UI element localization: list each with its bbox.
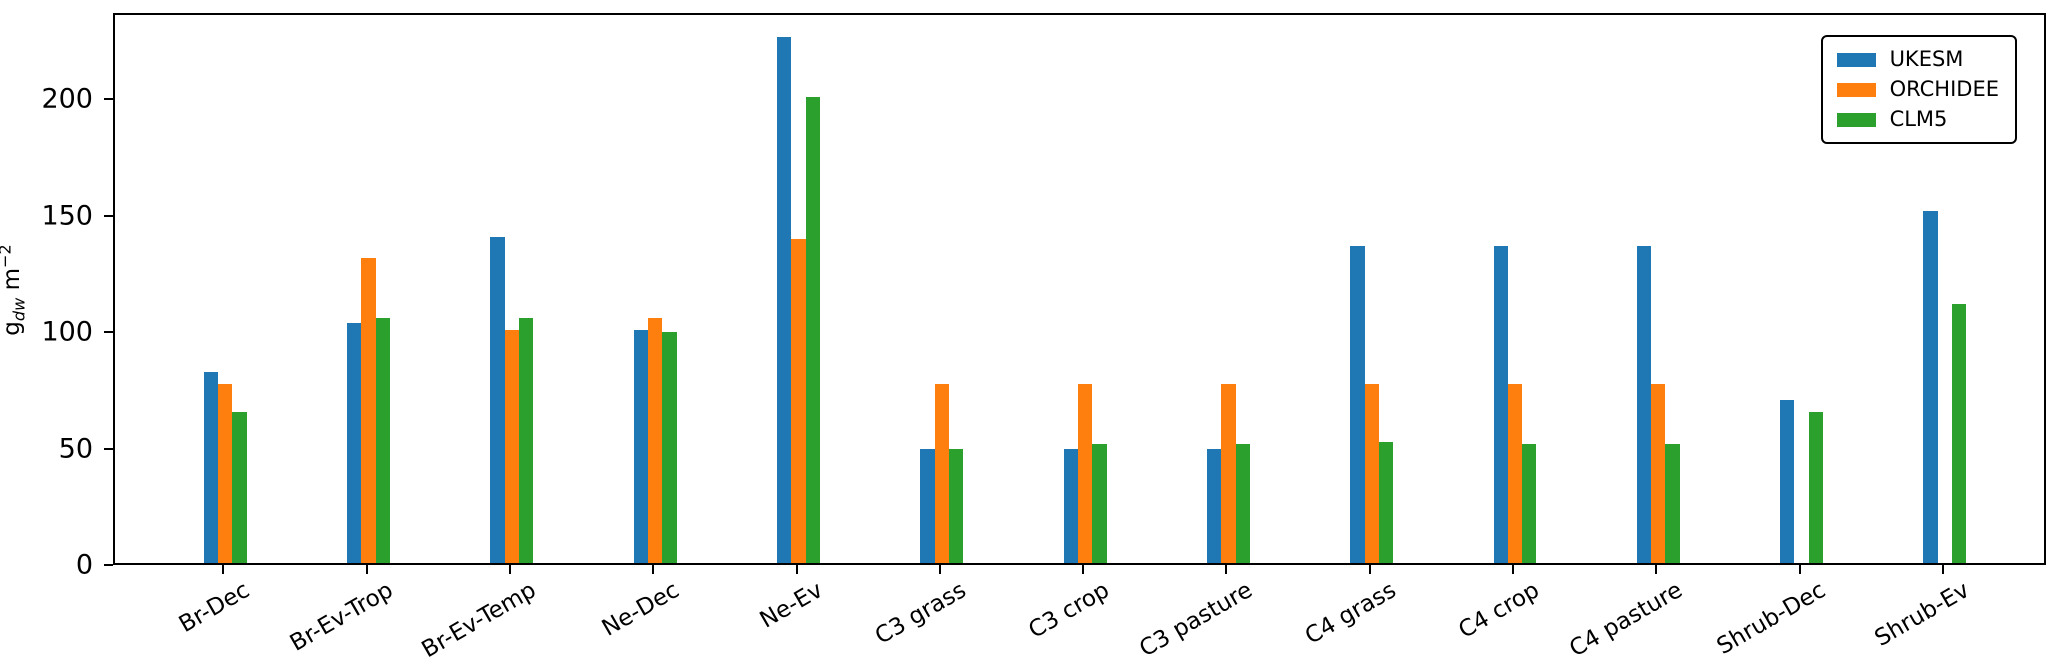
y-tick-label: 0 xyxy=(75,549,93,581)
x-tick-mark xyxy=(795,565,798,574)
y-tick-mark xyxy=(104,214,113,217)
bar-clm5-c3-crop xyxy=(1092,444,1107,563)
bar-ukesm-ne-dec xyxy=(633,330,649,563)
bar-orchidee-br-ev-temp xyxy=(504,330,520,563)
x-tick-label-c3-pasture: C3 pasture xyxy=(1135,577,1257,662)
bar-clm5-br-dec xyxy=(232,411,247,563)
x-tick-label-br-dec: Br-Dec xyxy=(174,577,254,638)
bar-orchidee-c4-pasture xyxy=(1651,383,1666,563)
y-axis-label-unit: m xyxy=(0,268,26,298)
bar-orchidee-c3-pasture xyxy=(1221,383,1236,563)
x-tick-label-c3-crop: C3 crop xyxy=(1024,577,1114,644)
bar-ukesm-c3-grass xyxy=(920,448,935,563)
bar-orchidee-c4-grass xyxy=(1364,383,1379,563)
x-tick-label-shrub-dec: Shrub-Dec xyxy=(1712,577,1831,660)
bar-orchidee-ne-dec xyxy=(648,318,663,563)
y-tick-mark xyxy=(104,564,113,566)
legend-label-orchidee: ORCHIDEE xyxy=(1889,77,1999,101)
bar-ukesm-c4-crop xyxy=(1493,246,1508,563)
plot-area: UKESM ORCHIDEE CLM5 xyxy=(113,13,2046,565)
x-tick-mark xyxy=(222,565,225,574)
bar-orchidee-c3-grass xyxy=(934,383,949,563)
legend-entry-orchidee: ORCHIDEE xyxy=(1836,77,1999,101)
bar-ukesm-c3-pasture xyxy=(1206,448,1222,563)
bar-ukesm-ne-ev xyxy=(777,36,792,563)
y-axis-label-superscript: −2 xyxy=(0,244,15,269)
bar-orchidee-ne-ev xyxy=(791,239,806,563)
x-tick-mark xyxy=(1798,565,1801,574)
legend-swatch-clm5 xyxy=(1836,112,1876,127)
legend-label-ukesm: UKESM xyxy=(1889,47,1964,71)
legend-entry-ukesm: UKESM xyxy=(1836,47,1999,71)
legend: UKESM ORCHIDEE CLM5 xyxy=(1820,35,2017,144)
x-tick-label-ne-dec: Ne-Dec xyxy=(597,577,684,642)
legend-entry-clm5: CLM5 xyxy=(1836,107,1999,131)
bar-clm5-c3-grass xyxy=(948,448,964,563)
bar-ukesm-shrub-dec xyxy=(1780,399,1795,563)
x-tick-label-br-ev-temp: Br-Ev-Temp xyxy=(417,577,541,662)
legend-swatch-ukesm xyxy=(1836,52,1876,67)
x-tick-mark xyxy=(652,565,655,574)
y-tick-label: 100 xyxy=(41,316,93,348)
bar-orchidee-br-dec xyxy=(218,383,233,563)
bar-ukesm-c3-crop xyxy=(1063,448,1078,563)
bar-ukesm-br-ev-trop xyxy=(347,323,362,563)
bar-clm5-shrub-dec xyxy=(1808,411,1824,563)
x-tick-label-c4-crop: C4 crop xyxy=(1454,577,1544,644)
x-tick-mark xyxy=(1368,565,1371,574)
x-tick-label-shrub-ev: Shrub-Ev xyxy=(1870,577,1974,652)
bar-clm5-c4-crop xyxy=(1522,444,1537,563)
bar-clm5-c3-pasture xyxy=(1235,444,1250,563)
bar-clm5-c4-pasture xyxy=(1665,444,1680,563)
legend-swatch-orchidee xyxy=(1836,82,1876,97)
legend-label-clm5: CLM5 xyxy=(1889,107,1948,131)
bar-ukesm-br-dec xyxy=(203,372,219,563)
y-tick-mark xyxy=(104,447,113,450)
x-tick-mark xyxy=(365,565,368,574)
bar-clm5-ne-dec xyxy=(662,332,677,563)
y-tick-mark xyxy=(104,98,113,101)
y-tick-mark xyxy=(104,331,113,334)
y-tick-label: 200 xyxy=(41,83,93,115)
bar-ukesm-shrub-ev xyxy=(1923,211,1938,563)
x-tick-label-br-ev-trop: Br-Ev-Trop xyxy=(285,577,398,657)
bar-ukesm-c4-pasture xyxy=(1636,246,1652,563)
x-tick-mark xyxy=(1082,565,1085,574)
x-tick-mark xyxy=(938,565,941,574)
bar-clm5-br-ev-temp xyxy=(519,318,534,563)
x-tick-label-c3-grass: C3 grass xyxy=(870,577,971,650)
bar-ukesm-c4-grass xyxy=(1350,246,1365,563)
x-tick-mark xyxy=(1225,565,1228,574)
x-tick-mark xyxy=(1512,565,1514,574)
y-tick-label: 150 xyxy=(41,200,93,232)
bar-clm5-br-ev-trop xyxy=(375,318,391,563)
bar-clm5-shrub-ev xyxy=(1952,304,1967,563)
bar-clm5-ne-ev xyxy=(805,97,820,563)
x-tick-label-c4-grass: C4 grass xyxy=(1300,577,1401,650)
y-tick-label: 50 xyxy=(58,433,93,465)
x-tick-mark xyxy=(1655,565,1658,574)
bar-clm5-c4-grass xyxy=(1378,441,1394,563)
x-tick-label-c4-pasture: C4 pasture xyxy=(1565,577,1687,662)
bars-layer xyxy=(115,15,2044,563)
x-tick-mark xyxy=(508,565,511,574)
x-tick-mark xyxy=(1941,565,1944,574)
x-tick-label-ne-ev: Ne-Ev xyxy=(755,577,827,634)
bar-orchidee-c3-crop xyxy=(1077,383,1093,563)
bar-ukesm-br-ev-temp xyxy=(490,236,505,563)
bar-orchidee-c4-crop xyxy=(1507,383,1523,563)
bar-orchidee-br-ev-trop xyxy=(361,257,376,563)
